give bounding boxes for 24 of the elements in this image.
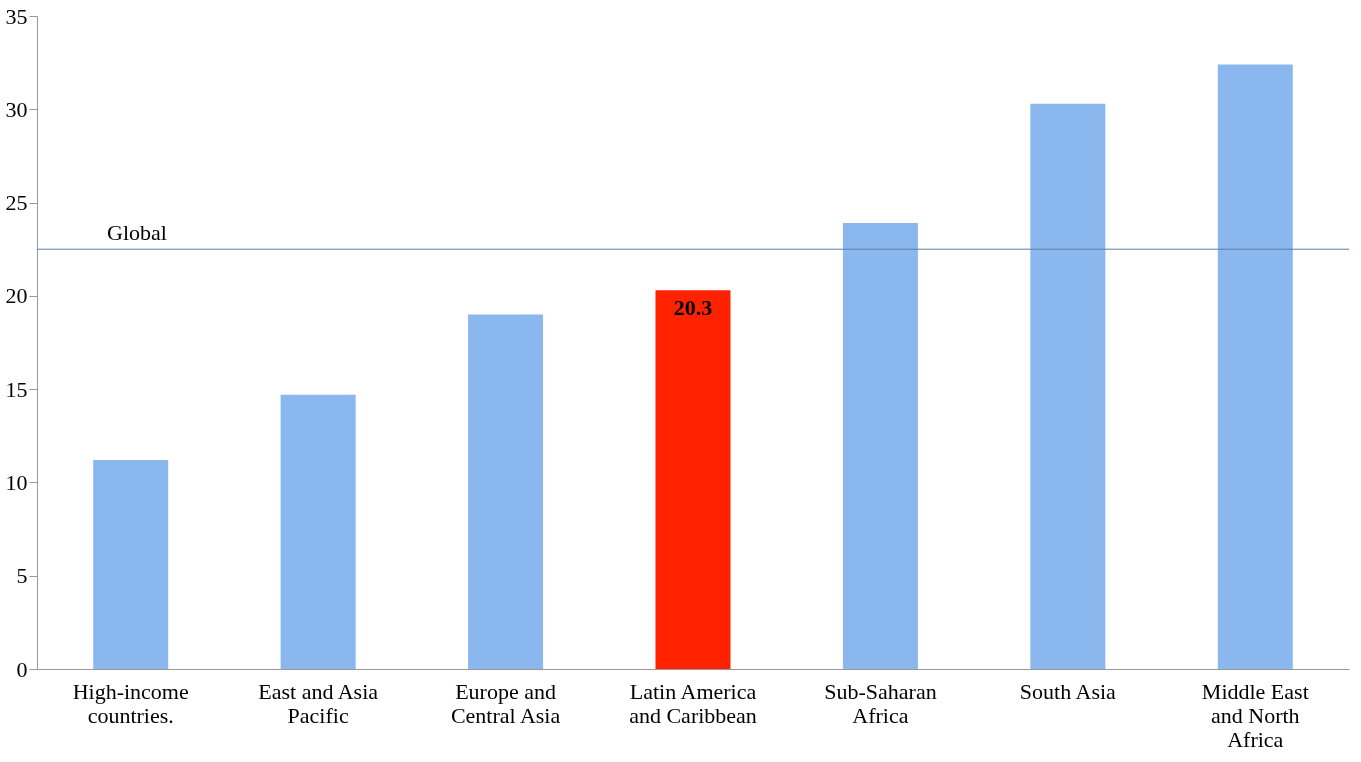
bar xyxy=(655,290,731,669)
x-tick-label: High-income countries. xyxy=(72,678,189,728)
y-tick-label: 0 xyxy=(16,656,28,682)
y-tick-label: 10 xyxy=(5,469,28,495)
x-tick-label: South Asia xyxy=(1019,678,1117,704)
x-tick-label: Middle East and North Africa xyxy=(1201,678,1309,752)
ref-line-label: Global xyxy=(107,220,167,246)
x-tick-label: Europe and Central Asia xyxy=(450,678,561,728)
x-tick-label: Sub-Saharan Africa xyxy=(824,678,937,728)
y-tick-label: 5 xyxy=(16,563,28,589)
x-tick-label: East and Asia Pacific xyxy=(258,678,379,728)
bar xyxy=(1217,64,1293,669)
y-tick-label: 20 xyxy=(5,283,28,309)
bar xyxy=(468,314,544,669)
y-tick-label: 30 xyxy=(5,96,28,122)
bar xyxy=(1030,103,1106,669)
x-tick-label: Latin America and Caribbean xyxy=(629,678,757,728)
bar xyxy=(93,460,169,669)
y-tick-label: 35 xyxy=(5,3,28,29)
y-tick-label: 15 xyxy=(5,376,28,402)
data-label: 20.3 xyxy=(673,295,713,321)
bar xyxy=(280,394,356,669)
bar xyxy=(842,223,918,669)
y-tick-label: 25 xyxy=(5,190,28,216)
